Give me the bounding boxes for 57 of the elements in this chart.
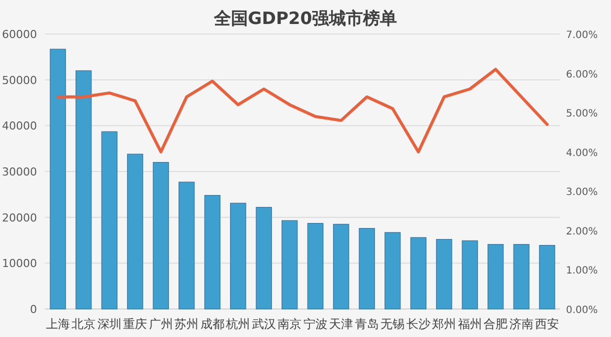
x-tick-label: 福州: [458, 317, 482, 331]
line-series: [56, 68, 549, 154]
y2-tick-label: 4.00%: [566, 148, 598, 159]
bar: [358, 228, 375, 310]
y-tick-label: 60000: [2, 28, 37, 41]
y2-tick-label: 7.00%: [566, 30, 598, 41]
y-tick-label: 30000: [2, 166, 37, 178]
bar: [436, 239, 452, 310]
bar: [282, 220, 298, 310]
x-tick-label: 北京: [72, 317, 96, 331]
x-tick-label: 西安: [535, 317, 560, 331]
bar: [204, 195, 220, 310]
y-tick-label: 20000: [2, 211, 37, 224]
x-tick-label: 宁波: [303, 317, 328, 331]
x-tick-label: 重庆: [123, 317, 148, 331]
y2-tick-label: 6.00%: [566, 69, 598, 80]
bar: [256, 206, 272, 310]
bar: [539, 244, 556, 310]
x-tick-label: 济南: [509, 317, 534, 331]
y-tick-label: 40000: [2, 120, 37, 133]
y-tick-label: 10000: [2, 257, 37, 270]
bar: [230, 202, 246, 310]
bar: [50, 48, 66, 310]
x-tick-label: 南京: [278, 317, 302, 331]
x-tick-label: 苏州: [174, 317, 199, 331]
x-tick-label: 广州: [148, 317, 173, 331]
x-tick-label: 杭州: [225, 317, 250, 331]
bar: [101, 131, 118, 310]
bar: [513, 244, 530, 310]
y2-tick-label: 0.00%: [566, 305, 598, 316]
x-tick-label: 武汉: [252, 317, 276, 331]
bar: [307, 222, 324, 310]
x-tick-label: 长沙: [406, 317, 430, 331]
x-tick-label: 合肥: [484, 317, 508, 331]
bar: [462, 240, 478, 310]
y-tick-label: 50000: [2, 74, 37, 87]
x-tick-label: 深圳: [97, 317, 122, 331]
y-tick-label: 0: [30, 303, 37, 316]
x-tick-label: 郑州: [432, 317, 456, 331]
y2-tick-label: 1.00%: [566, 266, 598, 277]
x-tick-label: 成都: [200, 317, 224, 331]
y2-tick-label: 3.00%: [566, 187, 598, 198]
bar: [384, 232, 401, 310]
bar: [333, 224, 350, 310]
x-tick-label: 无锡: [380, 317, 405, 331]
bar: [178, 182, 195, 310]
y2-tick-label: 5.00%: [566, 108, 598, 120]
bar: [152, 162, 169, 310]
x-tick-label: 天津: [329, 317, 354, 331]
y2-tick-label: 2.00%: [566, 226, 598, 238]
bar: [410, 237, 426, 310]
x-tick-label: 青岛: [354, 317, 379, 331]
bar: [76, 70, 92, 310]
bar: [127, 154, 144, 310]
x-tick-label: 上海: [46, 317, 70, 331]
bar: [488, 244, 504, 310]
chart-title: 全国GDP20强城市榜单: [212, 9, 398, 29]
